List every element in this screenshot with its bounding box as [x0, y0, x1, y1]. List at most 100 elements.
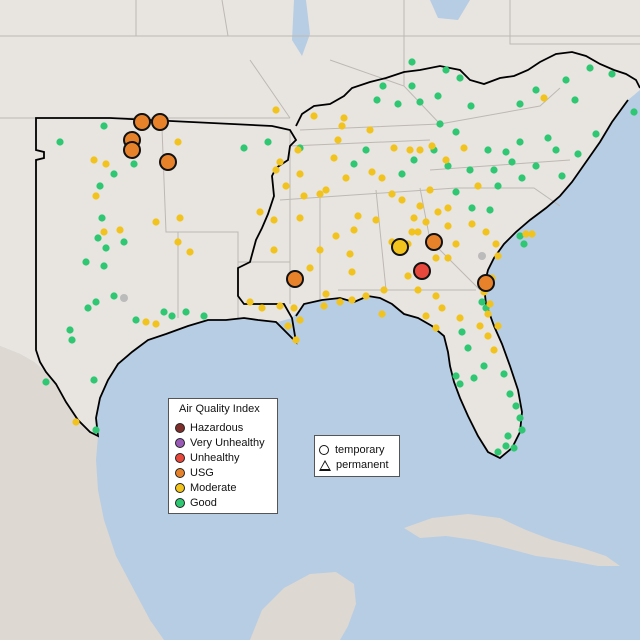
site-moderate[interactable] [272, 166, 280, 174]
site-moderate[interactable] [388, 190, 396, 198]
site-good[interactable] [502, 148, 510, 156]
site-moderate[interactable] [378, 310, 386, 318]
site-moderate[interactable] [340, 114, 348, 122]
site-good[interactable] [516, 232, 524, 240]
site-good[interactable] [516, 138, 524, 146]
site-good[interactable] [516, 100, 524, 108]
site-moderate[interactable] [342, 174, 350, 182]
site-moderate[interactable] [90, 156, 98, 164]
site-moderate[interactable] [276, 158, 284, 166]
site-good[interactable] [500, 370, 508, 378]
site-good[interactable] [394, 100, 402, 108]
site-usg[interactable] [477, 274, 495, 292]
site-good[interactable] [452, 372, 460, 380]
site-moderate[interactable] [256, 208, 264, 216]
site-good[interactable] [110, 292, 118, 300]
site-good[interactable] [466, 166, 474, 174]
site-unhealthy[interactable] [413, 262, 431, 280]
site-moderate[interactable] [276, 302, 284, 310]
site-good[interactable] [182, 308, 190, 316]
site-good[interactable] [240, 144, 248, 152]
site-good[interactable] [456, 380, 464, 388]
site-good[interactable] [484, 146, 492, 154]
site-moderate[interactable] [316, 246, 324, 254]
site-good[interactable] [630, 108, 638, 116]
site-moderate[interactable] [378, 174, 386, 182]
site-good[interactable] [84, 304, 92, 312]
site-moderate[interactable] [102, 160, 110, 168]
site-moderate[interactable] [366, 126, 374, 134]
site-moderate[interactable] [492, 240, 500, 248]
site-moderate[interactable] [174, 138, 182, 146]
site-moderate[interactable] [432, 254, 440, 262]
site-moderate[interactable] [432, 324, 440, 332]
site-good[interactable] [470, 374, 478, 382]
site-moderate[interactable] [72, 418, 80, 426]
site-good[interactable] [398, 170, 406, 178]
site-moderate[interactable] [306, 264, 314, 272]
site-moderate[interactable] [350, 226, 358, 234]
site-good[interactable] [504, 432, 512, 440]
site-moderate[interactable] [452, 240, 460, 248]
site-good[interactable] [464, 344, 472, 352]
site-moderate[interactable] [494, 252, 502, 260]
site-moderate[interactable] [348, 296, 356, 304]
site-good[interactable] [56, 138, 64, 146]
site-moderate[interactable] [296, 214, 304, 222]
site-good[interactable] [532, 162, 540, 170]
site-moderate[interactable] [346, 250, 354, 258]
site-good[interactable] [436, 120, 444, 128]
site-moderate[interactable] [414, 286, 422, 294]
site-good[interactable] [512, 402, 520, 410]
site-moderate[interactable] [152, 218, 160, 226]
site-good[interactable] [102, 244, 110, 252]
site-moderate[interactable] [490, 346, 498, 354]
site-good[interactable] [506, 390, 514, 398]
site-moderate[interactable] [442, 156, 450, 164]
site-good[interactable] [94, 234, 102, 242]
site-good[interactable] [456, 74, 464, 82]
site-good[interactable] [82, 258, 90, 266]
site-good[interactable] [467, 102, 475, 110]
site-usg[interactable] [123, 141, 141, 159]
site-moderate[interactable] [540, 94, 548, 102]
site-good[interactable] [502, 442, 510, 450]
site-good[interactable] [120, 238, 128, 246]
site-moderate[interactable] [380, 286, 388, 294]
site-good[interactable] [532, 86, 540, 94]
site-good[interactable] [42, 378, 50, 386]
site-good[interactable] [478, 298, 486, 306]
site-good[interactable] [434, 92, 442, 100]
site-moderate[interactable] [444, 204, 452, 212]
site-good[interactable] [98, 214, 106, 222]
site-moderate[interactable] [368, 168, 376, 176]
site-moderate[interactable] [482, 228, 490, 236]
site-moderate[interactable] [372, 216, 380, 224]
site-moderate[interactable] [468, 220, 476, 228]
site-good[interactable] [486, 206, 494, 214]
site-moderate[interactable] [432, 292, 440, 300]
site-moderate[interactable] [362, 292, 370, 300]
site-good[interactable] [452, 128, 460, 136]
site-moderate[interactable] [294, 146, 302, 154]
site-moderate[interactable] [246, 298, 254, 306]
site-moderate[interactable] [142, 318, 150, 326]
site-good[interactable] [571, 96, 579, 104]
site-moderate[interactable] [296, 316, 304, 324]
site-good[interactable] [516, 414, 524, 422]
site-good[interactable] [130, 160, 138, 168]
site-moderate[interactable] [330, 154, 338, 162]
site-good[interactable] [558, 172, 566, 180]
site-moderate[interactable] [292, 336, 300, 344]
site-moderate[interactable] [282, 182, 290, 190]
site-moderate-large[interactable] [391, 238, 409, 256]
site-moderate[interactable] [176, 214, 184, 222]
site-good[interactable] [92, 298, 100, 306]
site-good[interactable] [444, 162, 452, 170]
site-good[interactable] [379, 82, 387, 90]
site-good[interactable] [494, 182, 502, 190]
site-moderate[interactable] [460, 144, 468, 152]
site-good[interactable] [552, 146, 560, 154]
site-moderate[interactable] [484, 332, 492, 340]
site-good[interactable] [408, 82, 416, 90]
